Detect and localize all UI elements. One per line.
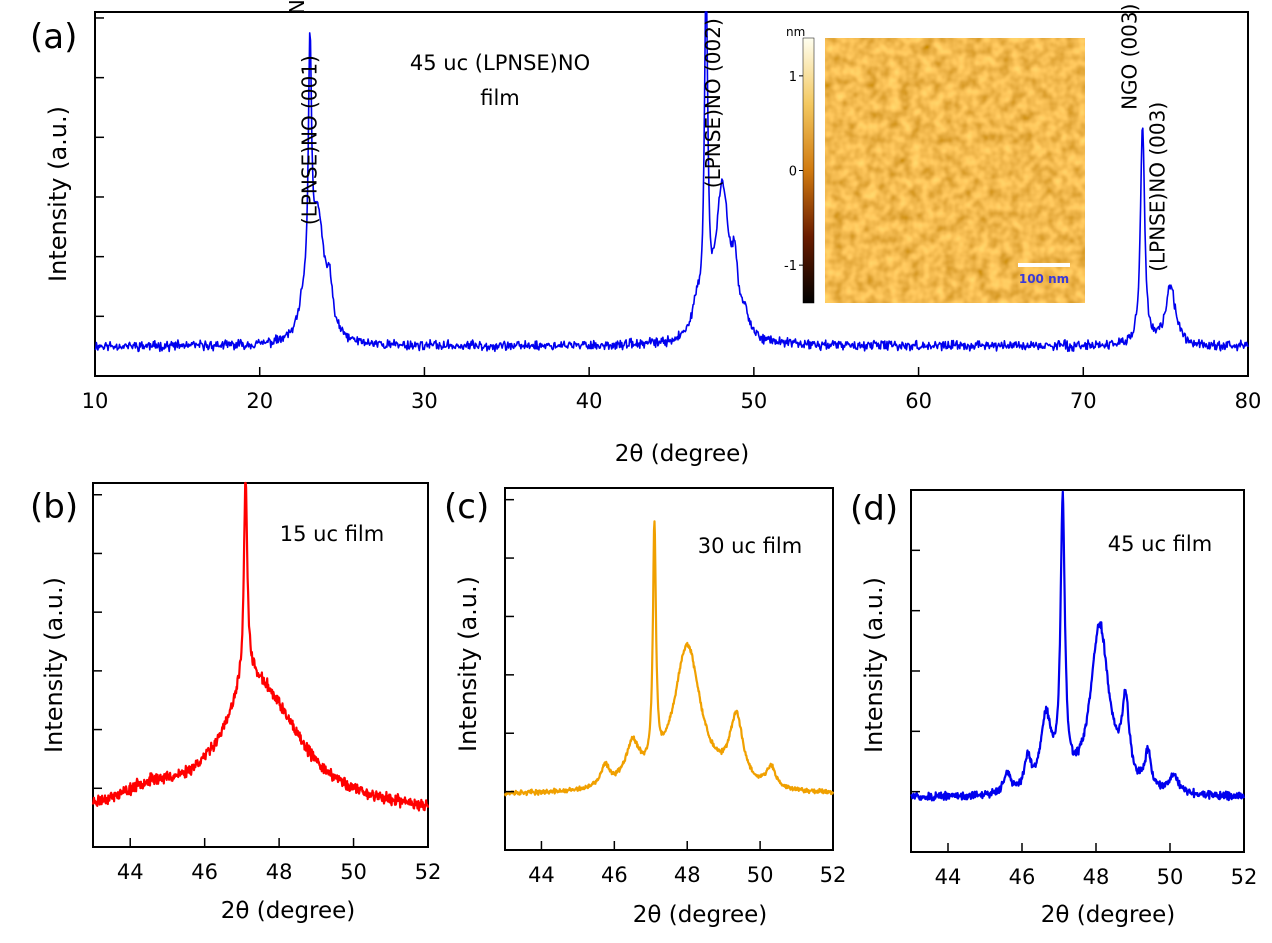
x-tick-label: 44 (935, 865, 962, 889)
x-axis-label: 2θ (degree) (1041, 902, 1176, 928)
x-tick-label: 52 (415, 860, 442, 884)
panel-b: (b) 44 46 48 50 52 2θ (degree) Intensity (a.… (30, 481, 442, 924)
x-tick-label: 46 (1009, 865, 1036, 889)
series-group (910, 490, 1246, 802)
y-axis (95, 17, 104, 377)
x-tick-label: 80 (1235, 389, 1262, 413)
x-tick-label: 52 (820, 863, 847, 887)
x-axis-label: 2θ (degree) (615, 441, 750, 467)
y-axis (93, 493, 102, 848)
scale-bar-label: 100 nm (1019, 272, 1069, 286)
panel-label: (b) (30, 487, 78, 527)
x-tick-label: 52 (1231, 865, 1258, 889)
x-tick-label: 70 (1070, 389, 1097, 413)
x-tick-label: 48 (674, 863, 701, 887)
plot-frame (504, 487, 834, 851)
plot-title-line-1: 45 uc (LPNSE)NO (410, 51, 590, 75)
panel-d: (d) 44 46 48 50 52 2θ (degree) Intensity (a.… (850, 489, 1257, 928)
x-tick-label: 30 (411, 389, 438, 413)
x-tick-label: 20 (246, 389, 273, 413)
series-group (94, 11, 1249, 353)
panel-a: (a) 10 20 30 40 50 60 70 80 2θ (degree) Intensi… (30, 0, 1261, 467)
x-tick-label: 10 (82, 389, 109, 413)
peak-label: (LPNSE)NO (002) (701, 18, 725, 188)
colorbar-tick-label: 0 (789, 165, 797, 180)
y-axis-label: Intensity (a.u.) (44, 106, 72, 282)
colorbar (802, 37, 815, 304)
peak-label: NGO (003) (1118, 4, 1142, 110)
colorbar-ticks: 1 0 -1 (784, 70, 803, 274)
plot-frame (92, 482, 429, 848)
x-tick-label: 60 (905, 389, 932, 413)
plot-title: 15 uc film (280, 522, 384, 546)
panel-label: (a) (30, 17, 77, 57)
peak-annotations: NGO (001)(LPNSE)NO (001)NGO (002)(LPNSE)… (285, 0, 1170, 272)
panel-label: (d) (850, 489, 898, 529)
x-tick-label: 46 (601, 863, 628, 887)
peak-label: NGO (001) (285, 0, 309, 14)
colorbar-tick-label: 1 (789, 70, 797, 85)
x-tick-label: 48 (266, 860, 293, 884)
series-line (91, 481, 430, 812)
x-axis: 10 20 30 40 50 60 70 80 (82, 367, 1262, 413)
plot-frame (94, 11, 1249, 377)
x-tick-label: 50 (740, 389, 767, 413)
x-axis-label: 2θ (degree) (633, 902, 768, 928)
y-axis (505, 498, 514, 851)
afm-image-texture (825, 38, 1085, 303)
panel-label: (c) (444, 487, 489, 527)
x-axis: 44 46 48 50 52 (117, 838, 442, 884)
x-axis: 44 46 48 50 52 (528, 841, 846, 887)
x-tick-label: 44 (528, 863, 555, 887)
series-line (503, 520, 835, 797)
series-line (910, 490, 1246, 802)
x-tick-label: 50 (747, 863, 774, 887)
y-axis-label: Intensity (a.u.) (454, 576, 482, 752)
y-axis-label: Intensity (a.u.) (40, 577, 68, 753)
x-tick-label: 46 (191, 860, 218, 884)
x-axis: 44 46 48 50 52 (935, 843, 1258, 889)
series-group (503, 520, 835, 797)
x-tick-label: 50 (340, 860, 367, 884)
x-tick-label: 50 (1157, 865, 1184, 889)
x-tick-label: 44 (117, 860, 144, 884)
colorbar-tick-label: -1 (784, 259, 797, 274)
x-tick-label: 40 (576, 389, 603, 413)
x-tick-label: 48 (1083, 865, 1110, 889)
plot-title-line-2: film (480, 86, 520, 110)
series-line (94, 11, 1249, 353)
y-axis-label: Intensity (a.u.) (860, 577, 888, 753)
colorbar-unit: nm (786, 25, 805, 39)
series-group (91, 481, 430, 812)
plot-title: 30 uc film (698, 534, 802, 558)
peak-label: (LPNSE)NO (001) (297, 55, 321, 225)
plot-title: 45 uc film (1108, 532, 1212, 556)
x-axis-label: 2θ (degree) (221, 898, 356, 924)
peak-label: (LPNSE)NO (003) (1146, 102, 1170, 272)
afm-inset: nm 1 0 -1 100 nm (784, 25, 1085, 304)
y-axis (911, 489, 920, 853)
panel-c: (c) 44 46 48 50 52 2θ (degree) Intensity (a.… (444, 487, 846, 928)
